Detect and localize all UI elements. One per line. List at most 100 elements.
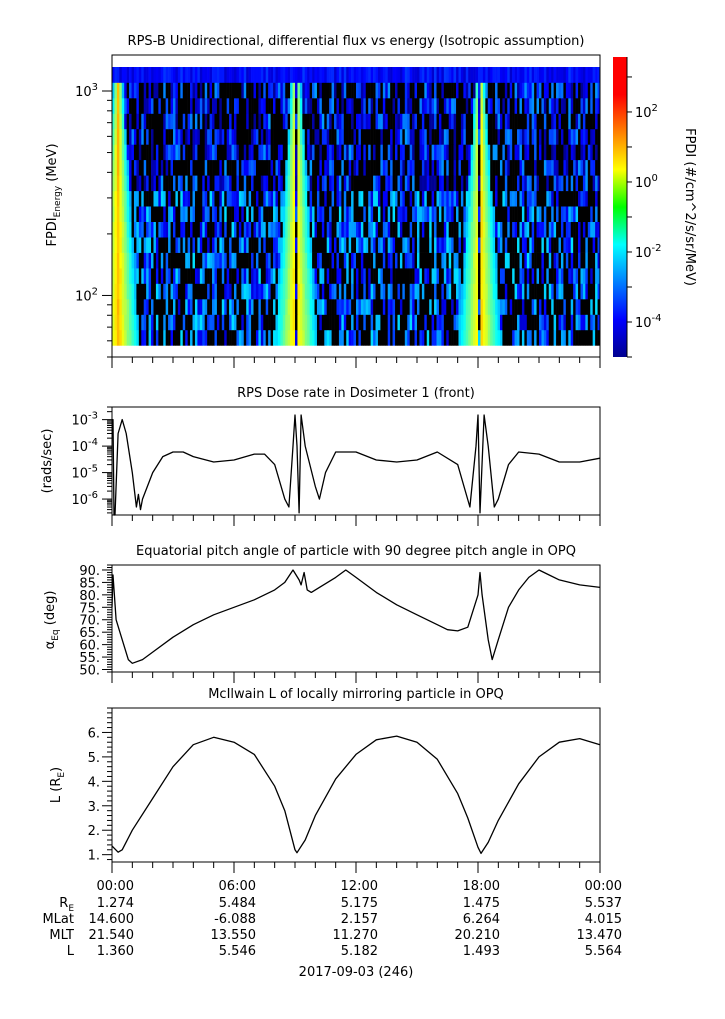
y-tick-label: 5. [88,751,100,766]
heatmap-cell [226,175,230,192]
heatmap-cell [443,128,447,145]
heatmap-cell [560,221,564,238]
heatmap-cell [177,82,181,99]
heatmap-cell [148,329,152,346]
heatmap-cell [175,206,179,222]
heatmap-cell [582,329,586,346]
heatmap-cell [551,221,554,238]
heatmap-cell [346,329,349,346]
heatmap-cell [578,98,581,114]
heatmap-cell [202,299,206,315]
heatmap-cell [373,252,376,269]
heatmap-cell [129,329,132,346]
heatmap-cell [197,67,201,83]
heatmap-cell [277,268,281,284]
heatmap-cell [356,67,359,83]
heatmap-cell [216,98,220,114]
heatmap-cell [141,175,145,192]
heatmap-cell [465,237,469,253]
y-label-unit: (MeV) [45,143,60,185]
heatmap-cell [226,329,230,346]
heatmap-cell [585,283,589,300]
heatmap-cell [346,190,349,207]
heatmap-cell [246,98,249,114]
y-axis-label: L (RE) [49,767,67,803]
heatmap-cell [263,329,267,346]
heatmap-cell [304,128,308,145]
heatmap-cell [412,67,415,83]
heatmap-cell [155,67,159,83]
heatmap-cell [580,128,584,145]
heatmap-cell [207,221,210,238]
heatmap-cell [287,206,291,222]
heatmap-cell [404,82,408,99]
heatmap-cell [363,268,367,284]
heatmap-cell [246,268,249,284]
heatmap-cell [238,128,242,145]
heatmap-cell [475,283,479,300]
heatmap-cell [329,175,332,192]
heatmap-cell [551,67,554,83]
heatmap-cell [341,329,345,346]
heatmap-cell [255,314,259,331]
heatmap-cell [451,113,454,130]
heatmap-cell [234,144,237,161]
heatmap-cell [236,283,240,300]
heatmap-cell [163,299,166,315]
y-label-subscript: Energy [53,185,63,217]
heatmap-cell [190,206,193,222]
heatmap-cell [417,98,420,114]
heatmap-cell [270,190,274,207]
heatmap-cell [253,237,257,253]
heatmap-cell [390,221,393,238]
heatmap-cell [358,144,362,161]
heatmap-cell [370,221,374,238]
heatmap-cell [324,329,328,346]
heatmap-cell [348,113,352,130]
heatmap-cell [187,206,191,222]
heatmap-cell [190,237,193,253]
heatmap-cell [590,128,593,145]
heatmap-cell [568,221,572,238]
heatmap-cell [351,175,354,192]
heatmap-cell [568,98,572,114]
heatmap-cell [565,283,569,300]
heatmap-cell [275,206,279,222]
heatmap-cell [553,159,557,176]
heatmap-cell [170,175,174,192]
heatmap-cell [397,159,401,176]
heatmap-cell [231,329,235,346]
heatmap-cell [517,113,520,130]
heatmap-cell [209,128,213,145]
heatmap-cell [324,98,328,114]
heatmap-cell [341,252,345,269]
heatmap-cell [163,159,166,176]
heatmap-cell [312,144,315,161]
heatmap-cell [133,206,137,222]
heatmap-cell [438,283,442,300]
heatmap-cell [390,159,393,176]
heatmap-cell [514,144,518,161]
heatmap-cell [399,329,403,346]
heatmap-cell [151,314,154,331]
heatmap-cell [258,314,262,331]
heatmap-cell [502,67,506,83]
heatmap-cell [319,314,323,331]
heatmap-cell [463,206,467,222]
heatmap-cell [334,67,337,83]
heatmap-cell [270,329,274,346]
heatmap-cell [314,314,318,331]
heatmap-cell [277,175,281,192]
heatmap-cell [390,82,393,99]
heatmap-cell [112,314,115,331]
heatmap-cell [153,82,157,99]
heatmap-cell [168,128,171,145]
heatmap-cell [129,144,132,161]
heatmap-cell [407,190,410,207]
heatmap-cell [570,221,574,238]
heatmap-cell [155,159,159,176]
heatmap-cell [180,268,184,284]
heatmap-cell [194,190,198,207]
heatmap-cell [463,67,467,83]
heatmap-cell [358,283,362,300]
